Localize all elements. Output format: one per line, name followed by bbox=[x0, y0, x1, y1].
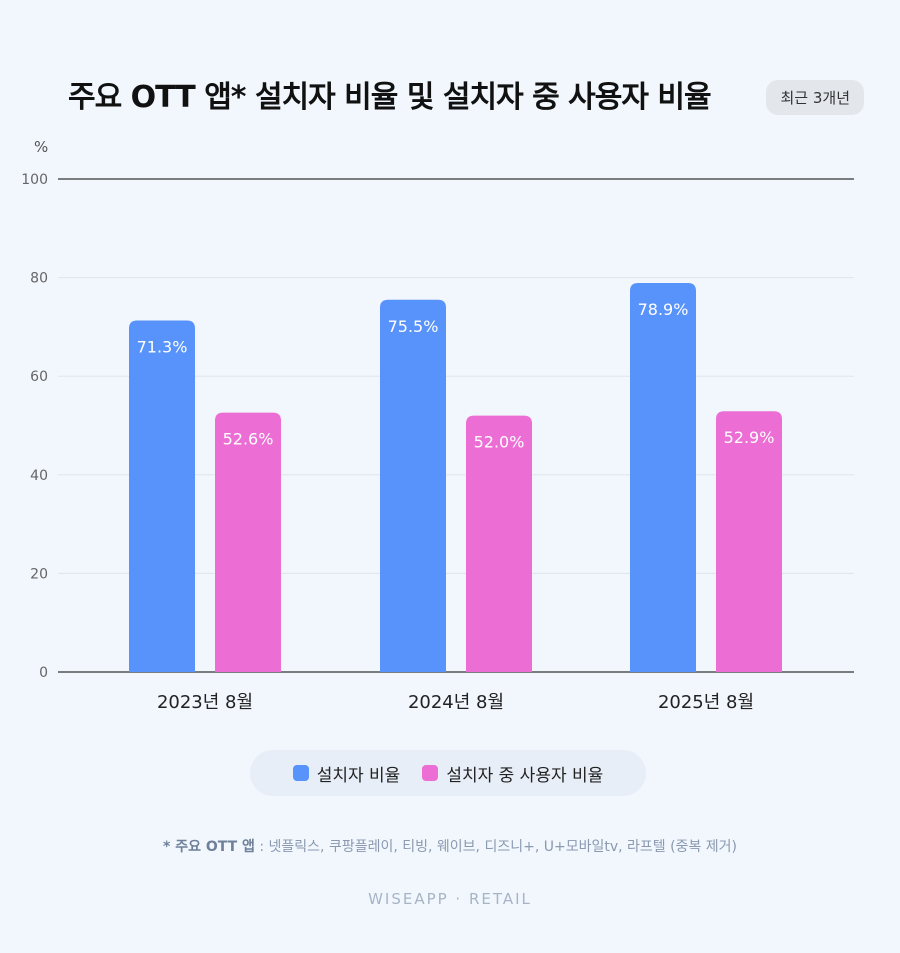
legend-swatch-installer-rate bbox=[292, 765, 309, 781]
y-tick-label-100: 100 bbox=[21, 172, 48, 188]
bar-s0-c2 bbox=[630, 283, 696, 672]
y-tick-label-0: 0 bbox=[39, 665, 48, 681]
data-label-s1-c0: 52.6% bbox=[223, 430, 274, 449]
bar-s0-c1 bbox=[380, 299, 446, 672]
data-label-s0-c2: 78.9% bbox=[638, 300, 689, 319]
data-label-s1-c1: 52.0% bbox=[474, 433, 525, 452]
y-tick-label-20: 20 bbox=[30, 566, 48, 582]
footnote-prefix: * 주요 OTT 앱 bbox=[163, 839, 255, 855]
bar-s1-c0 bbox=[215, 412, 281, 672]
x-tick-label-2: 2025년 8월 bbox=[658, 692, 754, 713]
data-label-s1-c2: 52.9% bbox=[724, 428, 775, 447]
data-label-s0-c1: 75.5% bbox=[388, 317, 439, 336]
legend-label-installer-rate: 설치자 비율 bbox=[316, 765, 401, 786]
period-badge: 최근 3개년 bbox=[766, 80, 864, 115]
legend-label-user-rate: 설치자 중 사용자 비율 bbox=[446, 765, 604, 786]
legend-swatch-user-rate bbox=[422, 765, 439, 781]
x-tick-label-0: 2023년 8월 bbox=[157, 692, 253, 713]
footnote-text: : 넷플릭스, 쿠팡플레이, 티빙, 웨이브, 디즈니+, U+모바일tv, 라… bbox=[254, 839, 737, 855]
bar-s1-c2 bbox=[716, 411, 782, 672]
page-title: 주요 OTT 앱* 설치자 비율 및 설치자 중 사용자 비율 bbox=[68, 80, 712, 115]
bar-s1-c1 bbox=[466, 415, 532, 672]
data-label-s0-c0: 71.3% bbox=[137, 337, 188, 356]
bar-s0-c0 bbox=[129, 320, 195, 672]
footnote: * 주요 OTT 앱 : 넷플릭스, 쿠팡플레이, 티빙, 웨이브, 디즈니+,… bbox=[0, 836, 900, 856]
y-tick-label-60: 60 bbox=[30, 369, 48, 385]
brand-logo: WISEAPP · RETAIL bbox=[368, 890, 532, 908]
x-tick-label-1: 2024년 8월 bbox=[408, 692, 504, 713]
y-tick-label-80: 80 bbox=[30, 271, 48, 287]
bar-chart: 0 20 40 60 80 100 71.3% 75.5% 78.9% 52.6% 52.0% 52.… bbox=[21, 172, 854, 713]
y-axis-unit-label: % bbox=[34, 138, 49, 156]
chart-legend: 설치자 비율 설치자 중 사용자 비율 bbox=[250, 750, 646, 796]
legend-item-installer-rate: 설치자 비율 bbox=[292, 761, 401, 786]
legend-item-user-rate: 설치자 중 사용자 비율 bbox=[422, 761, 603, 786]
y-tick-label-40: 40 bbox=[30, 468, 48, 484]
